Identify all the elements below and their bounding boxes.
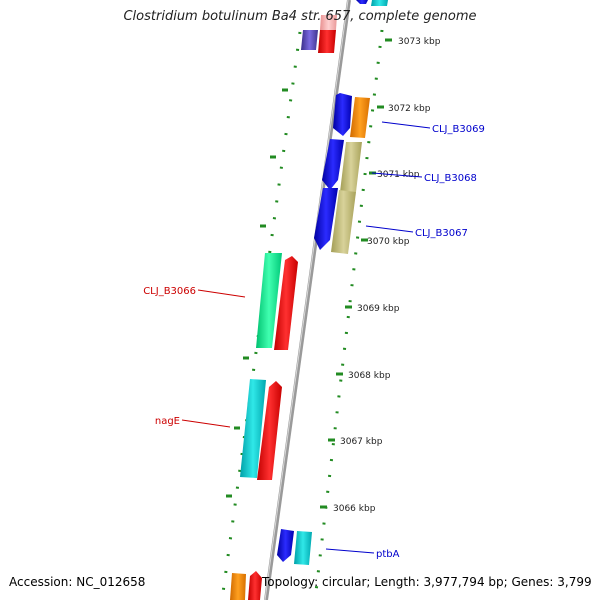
gene-nage-red [257, 381, 282, 480]
gene-label-cli-b3068[interactable]: CLJ_B3068 [424, 173, 477, 184]
gene-cli-b3068-blue [322, 139, 344, 190]
leader-line-cli-b3068 [371, 172, 423, 178]
genome-backbone-highlight [264, 0, 349, 601]
scale-label: 3068 kbp [348, 371, 391, 381]
leader-line-cli-b3069 [381, 121, 431, 129]
gene-pink-red [318, 30, 336, 53]
scale-label: 3066 kbp [333, 504, 376, 514]
gene-cli-b3069-orange [350, 97, 370, 138]
scale-label: 3069 kbp [357, 304, 400, 314]
gene-cli-b3067-khaki [331, 190, 356, 254]
gene-label-cli-b3067[interactable]: CLJ_B3067 [415, 228, 468, 239]
gene-cli-b3069-blue [333, 93, 352, 136]
scale-label: 3067 kbp [340, 437, 383, 447]
gene-orange-bottom [230, 573, 246, 600]
leader-line-nage [181, 419, 231, 428]
gene-blue-top [356, 0, 368, 4]
gene-cyan-top [371, 0, 388, 6]
gene-nage-cyan [240, 379, 266, 478]
leader-line-cli-b3066 [197, 289, 246, 298]
gene-cli-b3066-green [256, 253, 282, 348]
genome-backbone [264, 0, 351, 601]
gene-pink-top [320, 15, 337, 30]
scale-label: 3070 kbp [367, 237, 410, 247]
gene-slate [301, 30, 318, 50]
accession-label: Accession: NC_012658 [9, 575, 146, 589]
gc-skew-track-inner [220, 31, 302, 601]
topology-summary: Topology: circular; Length: 3,977,794 bp… [262, 575, 592, 589]
gene-label-ptba[interactable]: ptbA [376, 549, 400, 560]
gene-ptba-blue [277, 529, 294, 562]
gene-cli-b3067-blue [314, 188, 338, 250]
gene-ptba-cyan [294, 531, 312, 565]
leader-line-ptba [325, 548, 375, 554]
gene-label-nage[interactable]: nagE [155, 416, 180, 427]
map-title: Clostridium botulinum Ba4 str. 657, comp… [123, 9, 477, 24]
leader-line-cli-b3067 [365, 225, 414, 233]
gene-cli-b3066-red [274, 256, 298, 350]
scale-label: 3072 kbp [388, 104, 431, 114]
scale-ticks [320, 38, 392, 509]
gene-cli-b3068-khaki [340, 142, 362, 192]
gene-label-cli-b3066[interactable]: CLJ_B3066 [143, 286, 196, 297]
inner-track-ticks [226, 88, 288, 498]
gene-label-cli-b3069[interactable]: CLJ_B3069 [432, 124, 485, 135]
scale-label: 3073 kbp [398, 37, 441, 47]
gene-red-bottom [248, 571, 262, 600]
